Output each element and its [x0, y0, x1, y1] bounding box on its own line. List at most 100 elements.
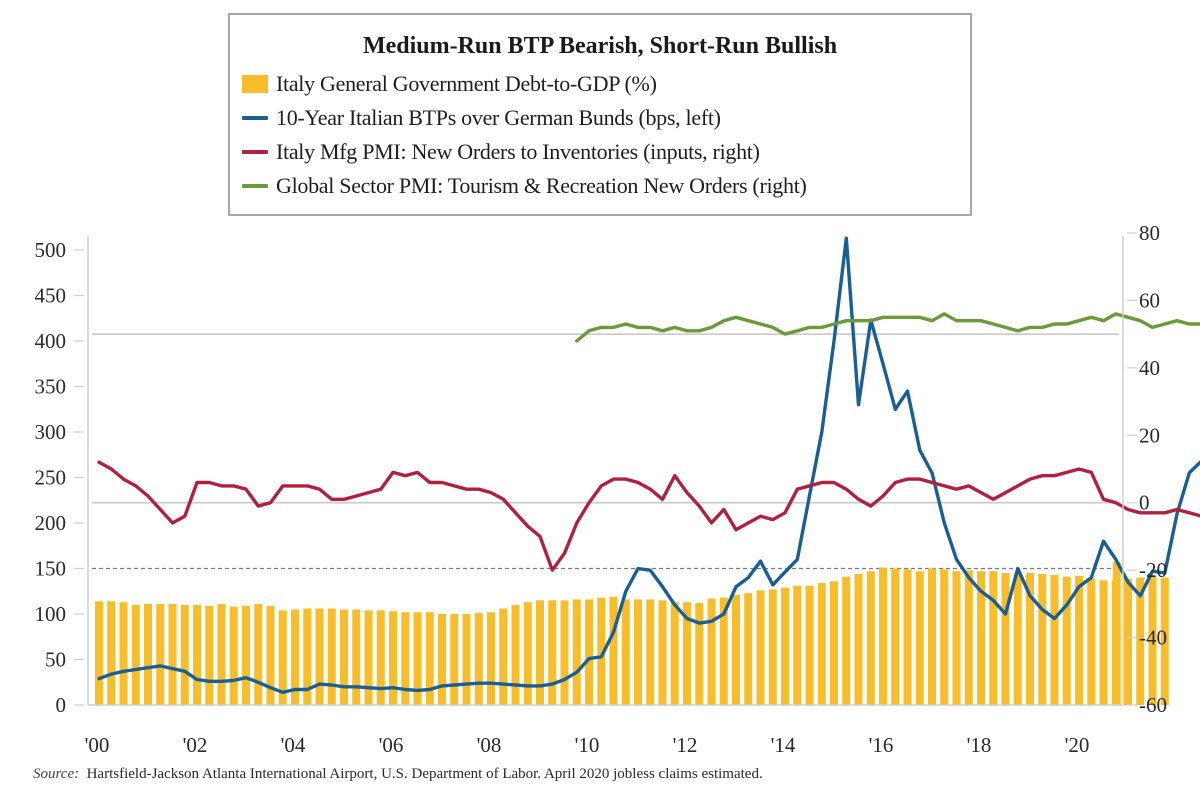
debt-bar: [95, 601, 103, 705]
debt-bar: [548, 600, 557, 705]
debt-bar: [830, 581, 838, 705]
x-tick-label: '18: [967, 733, 992, 757]
source-note: Source: Hartsfield-Jackson Atlanta Inter…: [33, 766, 763, 783]
left-tick-label: 400: [35, 329, 67, 353]
right-tick-label: 40: [1139, 356, 1160, 380]
x-tick-label: '20: [1065, 733, 1090, 757]
debt-bar: [327, 608, 336, 705]
debt-bar: [1026, 573, 1034, 705]
debt-bar: [903, 569, 912, 705]
x-tick-label: '08: [477, 733, 502, 757]
source-text: Hartsfield-Jackson Atlanta International…: [86, 766, 763, 782]
tourism-pmi-line: [575, 312, 1200, 343]
debt-bar: [205, 605, 214, 705]
debt-bar: [523, 602, 532, 705]
debt-bar: [915, 571, 924, 705]
left-tick-label: 100: [35, 602, 67, 626]
debt-bar: [707, 598, 716, 705]
debt-bar: [278, 610, 287, 705]
left-tick-label: 50: [45, 648, 66, 672]
left-tick-label: 500: [35, 238, 67, 262]
debt-bar: [560, 600, 569, 705]
debt-bar: [1062, 576, 1071, 705]
debt-bar: [242, 605, 250, 705]
right-tick-label: 60: [1139, 288, 1160, 312]
debt-bar: [487, 612, 495, 705]
x-tick-label: '00: [85, 733, 110, 757]
legend-item-btp-spread: 10-Year Italian BTPs over German Bunds (…: [242, 103, 721, 133]
debt-bar: [695, 603, 704, 705]
debt-bar: [389, 611, 397, 705]
debt-bar: [364, 610, 373, 705]
left-tick-label: 350: [35, 375, 67, 399]
debt-bar: [474, 613, 483, 705]
debt-bar: [719, 597, 728, 705]
debt-bar: [229, 606, 238, 705]
debt-bar: [756, 590, 765, 705]
debt-bar: [1099, 580, 1108, 705]
source-label: Source:: [33, 766, 80, 782]
debt-bar: [168, 603, 177, 705]
debt-bar: [119, 602, 128, 705]
left-tick-label: 300: [35, 420, 67, 444]
debt-bar: [1148, 575, 1157, 705]
debt-bar: [217, 603, 226, 705]
debt-bar: [658, 600, 667, 705]
debt-bar: [315, 608, 324, 705]
axes: 0 50 100 150 200 250 300 350 400 450 500 -60 -40 -20 0…: [35, 221, 1168, 757]
debt-bar: [266, 605, 275, 705]
left-tick-label: 250: [35, 466, 67, 490]
left-tick-label: 200: [35, 511, 67, 535]
debt-bar: [340, 609, 348, 705]
legend-item-tourism-pmi: Global Sector PMI: Tourism & Recreation …: [242, 171, 807, 201]
debt-bar: [879, 567, 887, 705]
debt-bar: [928, 568, 936, 705]
debt-bar: [817, 583, 826, 705]
debt-bar: [180, 604, 189, 705]
debt-bar: [156, 603, 165, 705]
right-tick-label: 20: [1139, 423, 1160, 447]
debt-bar: [597, 597, 606, 705]
debt-bar: [768, 589, 777, 705]
debt-bar: [793, 585, 802, 705]
debt-bar: [144, 603, 152, 705]
debt-bar: [1160, 577, 1169, 705]
debt-bar: [940, 569, 949, 705]
debt-bar: [1013, 573, 1022, 705]
legend-label: Italy General Government Debt-to-GDP (%): [276, 71, 657, 96]
debt-bar: [1001, 573, 1010, 705]
debt-bar: [732, 594, 740, 705]
legend-swatch-bar: [242, 75, 268, 93]
debt-bar: [131, 604, 140, 705]
legend-label: 10-Year Italian BTPs over German Bunds (…: [276, 105, 721, 130]
debt-bar: [842, 576, 851, 705]
right-tick-label: 80: [1139, 221, 1160, 245]
debt-bar: [744, 593, 753, 705]
debt-bar: [621, 599, 630, 705]
legend-swatch-line: [242, 116, 268, 120]
left-tick-label: 150: [35, 557, 67, 581]
legend-label: Italy Mfg PMI: New Orders to Inventories…: [276, 139, 760, 164]
left-tick-label: 0: [56, 693, 67, 717]
x-tick-label: '14: [771, 733, 796, 757]
debt-bar: [683, 602, 691, 705]
x-tick-label: '10: [575, 733, 600, 757]
debt-bar-latest: [1112, 562, 1121, 705]
reference-lines: [92, 333, 1119, 570]
legend: Medium-Run BTP Bearish, Short-Run Bullis…: [228, 13, 972, 216]
debt-bar: [781, 587, 789, 705]
debt-bar: [585, 599, 593, 705]
italy-pmi-line: [97, 460, 1200, 572]
debt-bar: [1038, 573, 1047, 705]
debt-bar: [1124, 578, 1132, 705]
legend-swatch-line: [242, 150, 268, 154]
debt-bar: [572, 599, 581, 705]
debt-bar: [964, 570, 973, 705]
debt-bar: [609, 596, 618, 705]
debt-bar: [376, 610, 385, 705]
legend-label: Global Sector PMI: Tourism & Recreation …: [276, 173, 807, 198]
debt-bar: [634, 599, 642, 705]
left-tick-label: 450: [35, 284, 67, 308]
debt-bar: [401, 612, 410, 705]
legend-swatch-line: [242, 184, 268, 188]
